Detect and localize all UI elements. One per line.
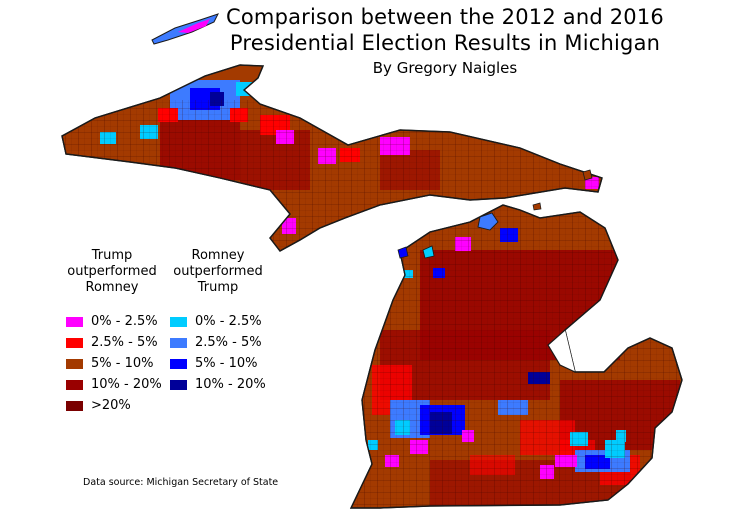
legend-swatch xyxy=(170,358,187,369)
legend-swatch xyxy=(170,379,187,390)
legend-item: >20% xyxy=(66,395,162,416)
legend-swatch xyxy=(66,337,83,348)
legend-column-trump: 0% - 2.5% 2.5% - 5% 5% - 10% 10% - 20% >… xyxy=(66,311,162,416)
legend-item: 5% - 10% xyxy=(170,353,266,374)
legend-item-label: 0% - 2.5% xyxy=(91,314,158,329)
page-title-line-1: Comparison between the 2012 and 2016 xyxy=(226,5,664,29)
legend-item-label: 5% - 10% xyxy=(195,356,258,371)
legend-heading-romney-line: outperformed xyxy=(173,264,263,279)
legend-item-label: >20% xyxy=(91,398,131,413)
data-source-note: Data source: Michigan Secretary of State xyxy=(83,477,279,488)
legend-item-label: 2.5% - 5% xyxy=(91,335,158,350)
legend-item: 10% - 20% xyxy=(170,374,266,395)
legend-item: 5% - 10% xyxy=(66,353,162,374)
legend-item: 0% - 2.5% xyxy=(170,311,266,332)
legend-heading-trump: Trump outperformed Romney xyxy=(62,248,162,296)
legend: Trump outperformed Romney Romney outperf… xyxy=(62,248,287,413)
legend-swatch xyxy=(170,337,187,348)
legend-column-romney: 0% - 2.5% 2.5% - 5% 5% - 10% 10% - 20% xyxy=(170,311,266,395)
legend-heading-trump-line: outperformed xyxy=(67,264,157,279)
legend-item-label: 0% - 2.5% xyxy=(195,314,262,329)
legend-item-label: 10% - 20% xyxy=(91,377,162,392)
legend-swatch xyxy=(170,316,187,327)
legend-item: 2.5% - 5% xyxy=(66,332,162,353)
legend-heading-romney: Romney outperformed Trump xyxy=(168,248,268,296)
legend-item: 0% - 2.5% xyxy=(66,311,162,332)
legend-item: 2.5% - 5% xyxy=(170,332,266,353)
legend-item-label: 10% - 20% xyxy=(195,377,266,392)
legend-swatch xyxy=(66,379,83,390)
page-title-line-2: Presidential Election Results in Michiga… xyxy=(229,31,661,55)
legend-heading-romney-line: Trump xyxy=(197,280,239,295)
legend-item-label: 2.5% - 5% xyxy=(195,335,262,350)
legend-heading-romney-line: Romney xyxy=(191,248,245,263)
byline: By Gregory Naigles xyxy=(372,59,518,77)
legend-swatch xyxy=(66,316,83,327)
legend-swatch xyxy=(66,400,83,411)
legend-swatch xyxy=(66,358,83,369)
legend-heading-trump-line: Trump xyxy=(91,248,133,263)
isle-royale xyxy=(151,13,219,45)
legend-item-label: 5% - 10% xyxy=(91,356,154,371)
legend-heading-trump-line: Romney xyxy=(85,280,139,295)
lake-islands xyxy=(397,169,593,259)
title-block: Comparison between the 2012 and 2016 Pre… xyxy=(210,4,680,78)
legend-item: 10% - 20% xyxy=(66,374,162,395)
lower-peninsula xyxy=(349,204,683,509)
